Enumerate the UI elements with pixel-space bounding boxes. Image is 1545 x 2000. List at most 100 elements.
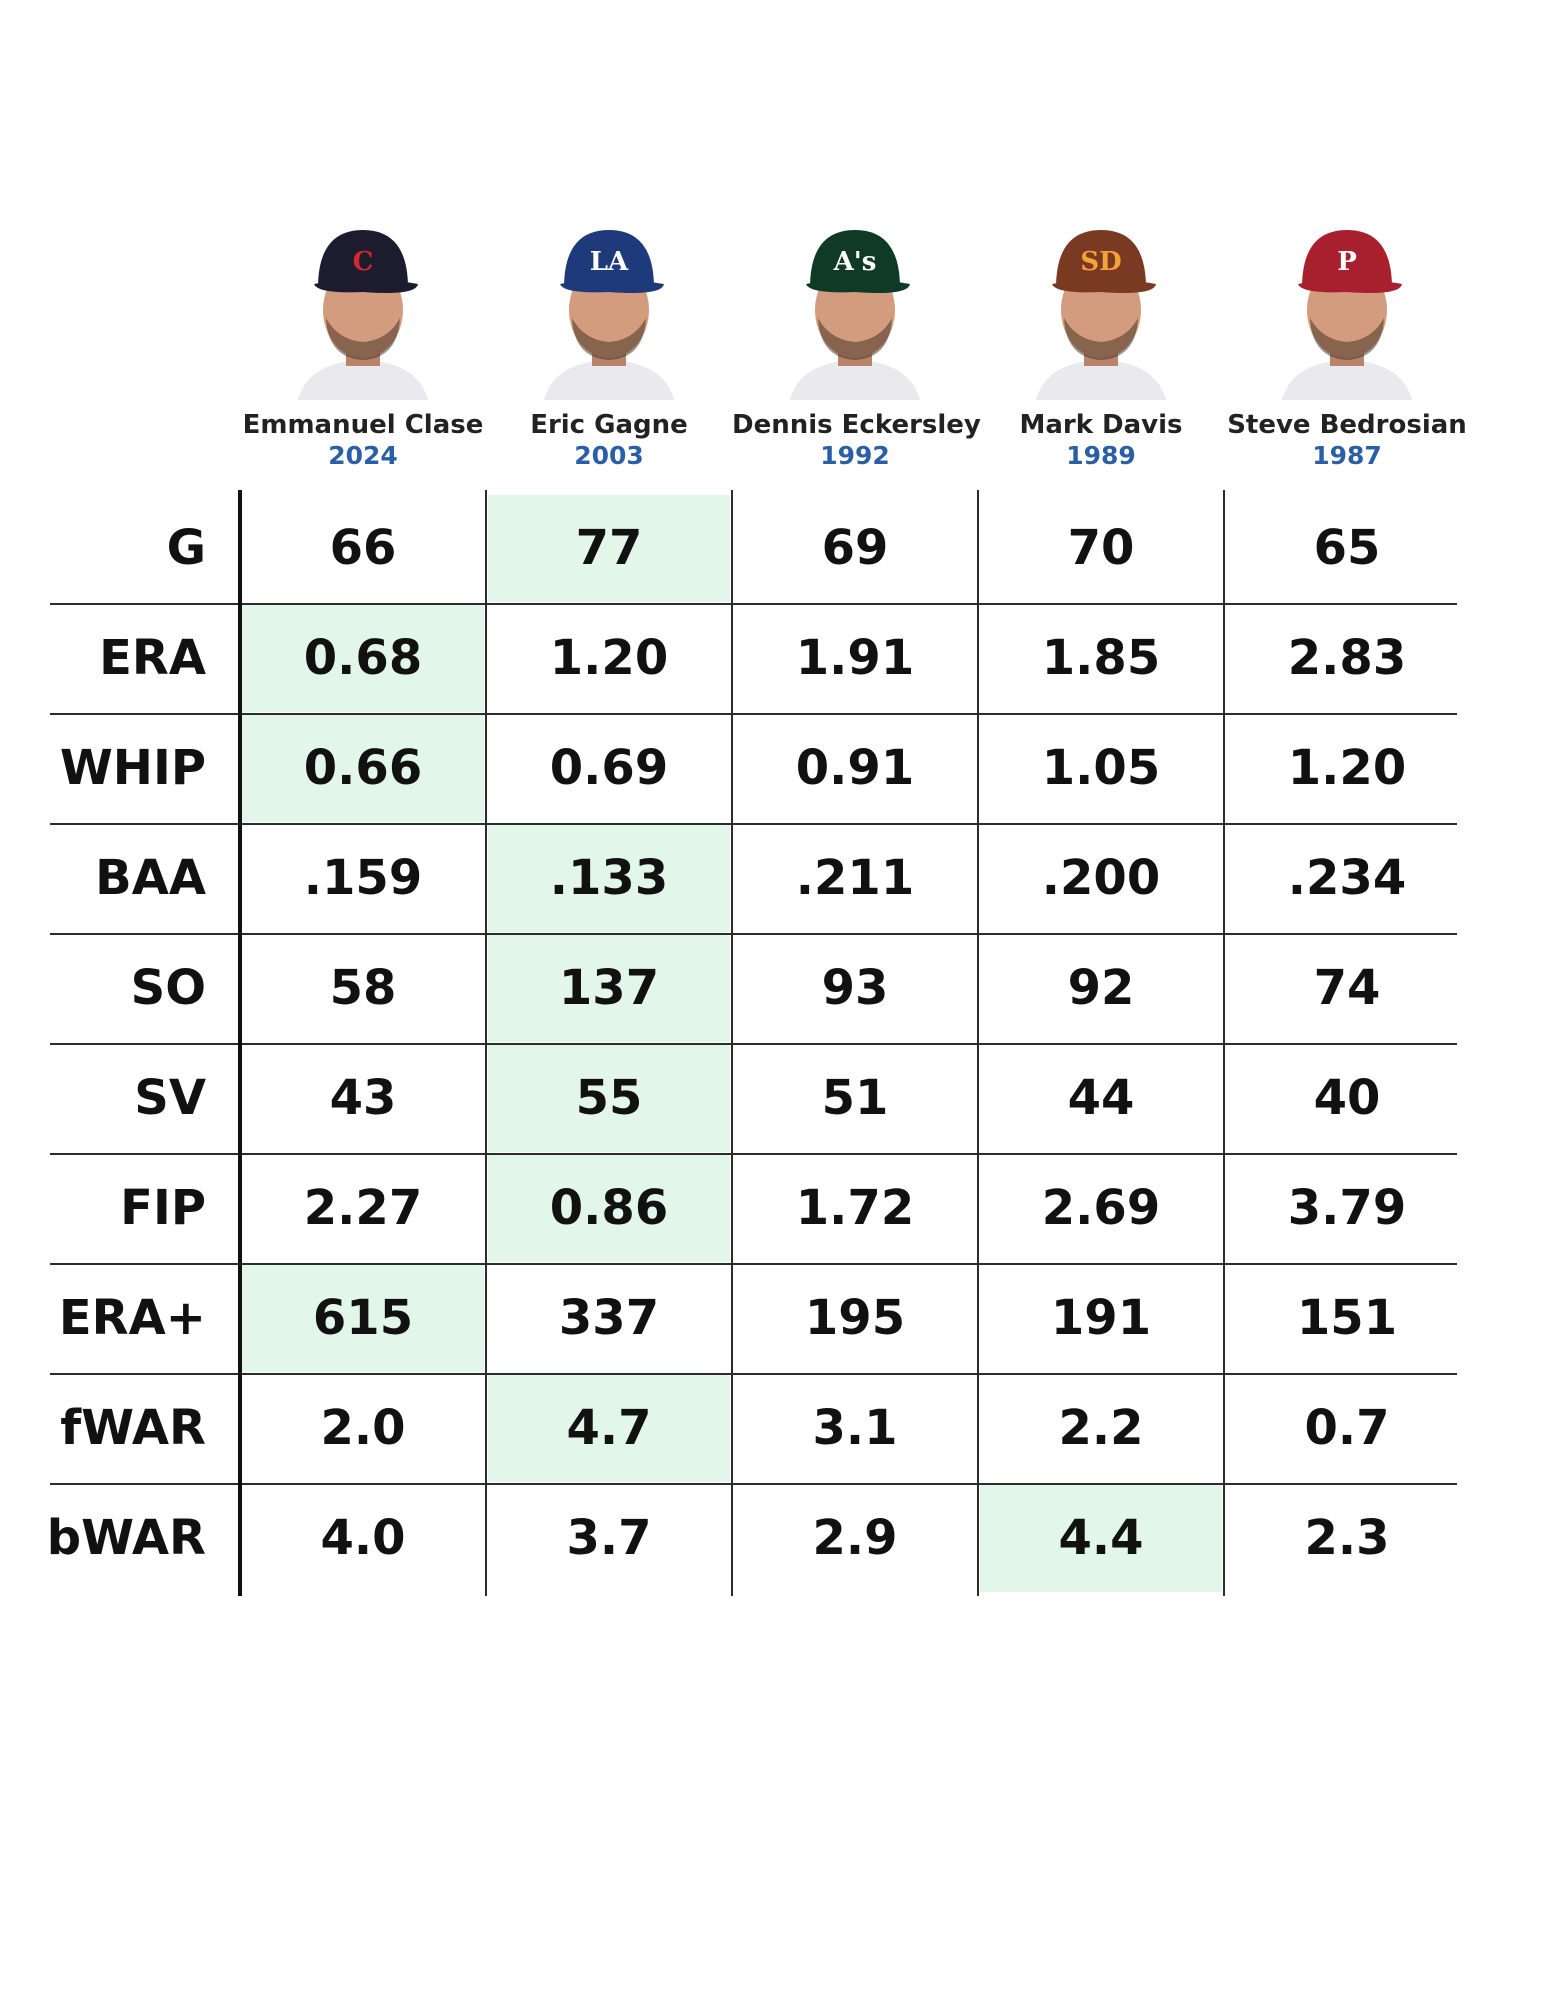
best-value-highlight [488,1375,730,1482]
stat-label: ERA [99,630,206,686]
stat-value: 74 [1313,960,1381,1016]
stat-value: .159 [303,850,423,906]
column-divider [977,490,979,1596]
player-year: 1987 [1312,441,1382,470]
stat-value: 0.69 [549,740,669,796]
stat-value: 1.91 [795,630,915,686]
player-name: Eric Gagne [530,410,688,440]
stat-value: 1.85 [1041,630,1161,686]
stat-value: 2.83 [1287,630,1407,686]
stat-value: 2.69 [1041,1180,1161,1236]
stat-value: 0.68 [303,630,423,686]
stat-label: BAA [95,850,206,906]
row-divider [50,823,1457,825]
stat-value: 191 [1050,1290,1152,1346]
stat-value: .133 [549,850,669,906]
stat-label: SO [130,960,206,1016]
stat-value: 55 [575,1070,643,1126]
player-portrait-icon: P [1282,230,1412,400]
best-value-highlight [488,935,730,1042]
player-portrait-icon: SD [1036,230,1166,400]
player-photo: LA [534,222,684,400]
player-photo: SD [1026,222,1176,400]
stat-value: 2.3 [1304,1510,1390,1566]
player-header: C Emmanuel Clase 2024 [240,222,486,472]
player-header: A's Dennis Eckersley 1992 [732,222,981,472]
stat-label: SV [134,1070,206,1126]
stat-value: 1.72 [795,1180,915,1236]
stat-label: FIP [120,1180,206,1236]
stat-value: 137 [558,960,660,1016]
row-divider [50,1153,1457,1155]
player-header: LA Eric Gagne 2003 [486,222,732,472]
cap-logo: A's [833,247,877,277]
row-divider [50,1043,1457,1045]
stat-value: 44 [1067,1070,1135,1126]
stat-value: 0.7 [1304,1400,1390,1456]
row-divider [50,1263,1457,1265]
player-portrait-icon: C [298,230,428,400]
stat-value: 0.91 [795,740,915,796]
stat-value: 66 [329,520,397,576]
stat-value: 69 [821,520,889,576]
row-divider [50,1373,1457,1375]
stat-value: 1.20 [549,630,669,686]
player-photo: A's [780,222,930,400]
player-year: 1989 [1066,441,1136,470]
stat-value: 2.9 [812,1510,898,1566]
stat-value: 615 [312,1290,414,1346]
row-divider [50,1483,1457,1485]
row-divider [50,713,1457,715]
stat-value: 58 [329,960,397,1016]
stat-value: 93 [821,960,889,1016]
stat-label: WHIP [59,740,206,796]
stat-value: 3.7 [566,1510,652,1566]
best-value-highlight [488,1045,730,1152]
best-value-highlight [488,825,730,932]
player-name: Dennis Eckersley [732,410,981,440]
player-year: 2003 [574,441,644,470]
stat-value: 2.0 [320,1400,406,1456]
stat-value: 43 [329,1070,397,1126]
stat-value: 151 [1296,1290,1398,1346]
stat-value: 92 [1067,960,1135,1016]
best-value-highlight [488,495,730,602]
stat-value: 337 [558,1290,660,1346]
label-column-divider [238,490,242,1596]
column-divider [1223,490,1225,1596]
row-divider [50,603,1457,605]
player-portrait-icon: A's [790,230,920,400]
player-portrait-icon: LA [544,230,674,400]
player-photo: P [1272,222,1422,400]
column-divider [731,490,733,1596]
stat-value: 77 [575,520,643,576]
best-value-highlight [242,605,484,712]
stat-value: 2.2 [1058,1400,1144,1456]
stat-value: 40 [1313,1070,1381,1126]
player-name: Emmanuel Clase [242,410,484,440]
cap-logo: P [1337,247,1357,277]
column-divider [485,490,487,1596]
best-value-highlight [980,1485,1222,1592]
stat-value: 1.20 [1287,740,1407,796]
stat-value: .211 [795,850,915,906]
stat-value: 51 [821,1070,889,1126]
best-value-highlight [488,1155,730,1262]
stat-value: 0.66 [303,740,423,796]
cap-logo: SD [1080,247,1121,277]
stat-value: 70 [1067,520,1135,576]
stat-value: 195 [804,1290,906,1346]
player-name: Mark Davis [1019,410,1183,440]
stat-value: 4.4 [1058,1510,1144,1566]
stat-label: G [166,520,206,576]
stat-value: 4.0 [320,1510,406,1566]
best-value-highlight [242,715,484,822]
row-divider [50,933,1457,935]
stat-value: 3.79 [1287,1180,1407,1236]
best-value-highlight [242,1265,484,1372]
stat-value: .234 [1287,850,1407,906]
stat-value: 3.1 [812,1400,898,1456]
cap-logo: C [353,247,374,277]
stat-label: bWAR [46,1510,206,1566]
